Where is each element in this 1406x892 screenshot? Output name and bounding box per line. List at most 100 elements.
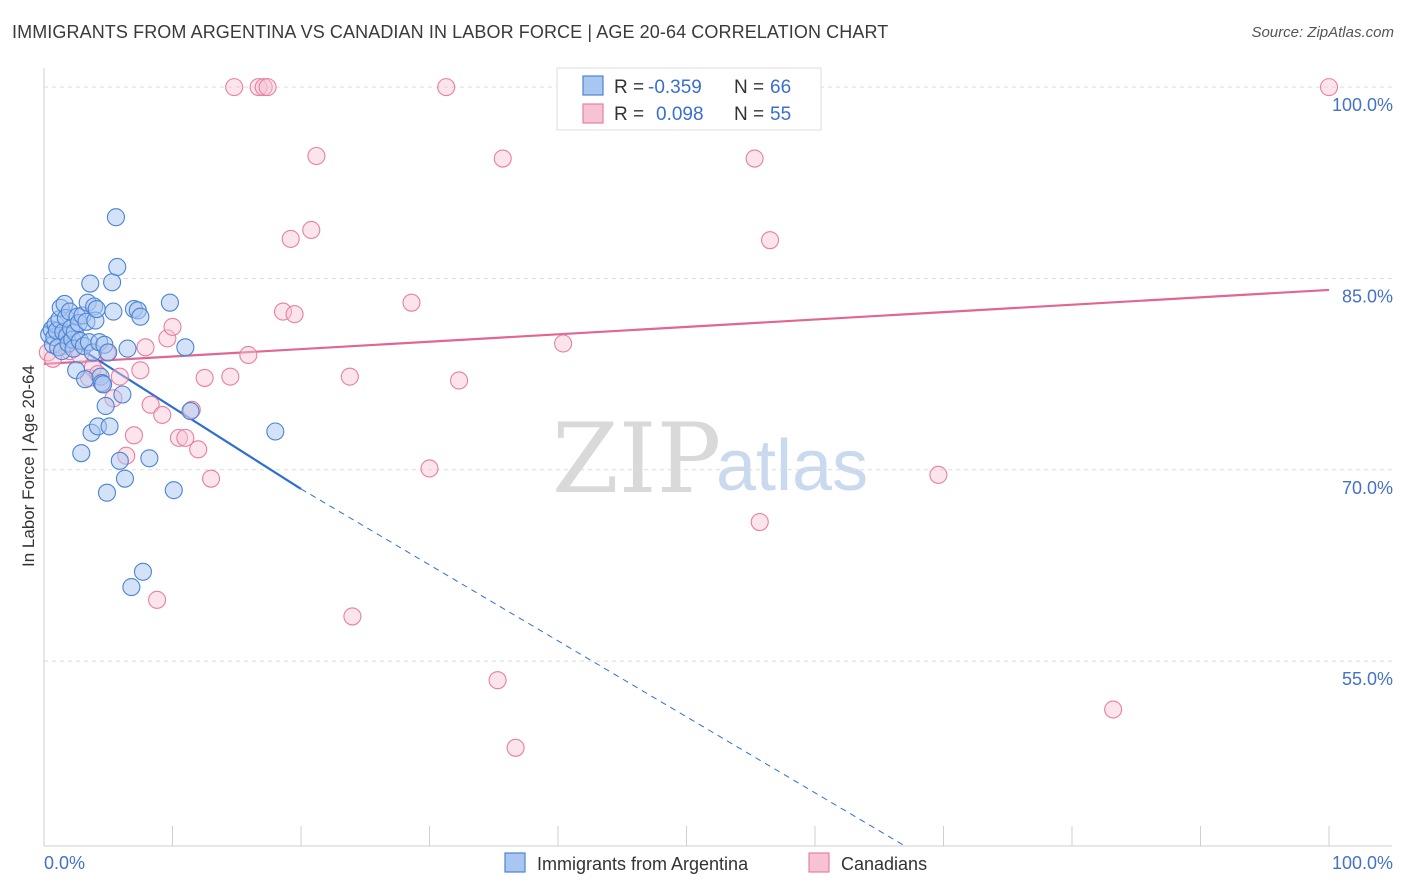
y-axis-label: In Labor Force | Age 20-64 xyxy=(19,365,38,567)
point-argentina xyxy=(122,578,141,597)
canadians-swatch xyxy=(582,103,604,124)
point-canadians xyxy=(437,78,456,97)
point-argentina xyxy=(99,343,118,362)
point-canadians xyxy=(506,738,525,757)
point-canadians xyxy=(450,371,469,390)
point-argentina xyxy=(110,451,129,470)
source-label: Source: ZipAtlas.com xyxy=(1251,24,1394,41)
point-canadians xyxy=(153,405,172,424)
point-argentina xyxy=(87,300,106,319)
legend-label-argentina: Immigrants from Argentina xyxy=(537,854,749,874)
point-canadians xyxy=(929,465,948,484)
watermark-atlas-text: atlas xyxy=(716,426,868,506)
watermark-zip-text: ZIP xyxy=(552,403,721,515)
series-legend: Immigrants from Argentina Canadians xyxy=(504,852,927,874)
y-tick-label: 100.0% xyxy=(1332,95,1393,115)
point-canadians xyxy=(281,229,300,248)
trend-line-canadians xyxy=(43,288,1330,365)
point-canadians xyxy=(760,231,780,250)
stats-legend: R = -0.359 N = 66 R = 0.098 N = 55 xyxy=(556,67,822,131)
point-canadians xyxy=(225,78,244,97)
point-canadians xyxy=(141,395,160,414)
x-tick-label: 100.0% xyxy=(1332,853,1393,873)
point-argentina xyxy=(140,449,159,468)
point-canadians xyxy=(302,220,321,240)
point-canadians xyxy=(745,149,764,168)
point-argentina xyxy=(176,338,195,357)
gridlines xyxy=(44,86,1392,662)
point-argentina xyxy=(97,483,117,502)
point-canadians xyxy=(307,146,326,166)
point-canadians xyxy=(195,368,214,387)
point-argentina xyxy=(131,307,150,326)
point-argentina xyxy=(72,444,91,463)
x-tick-label: 0.0% xyxy=(44,853,85,873)
point-canadians xyxy=(110,367,129,386)
point-canadians xyxy=(158,329,177,348)
point-argentina xyxy=(118,339,137,358)
axes xyxy=(43,68,1392,847)
point-argentina xyxy=(113,385,132,404)
point-canadians xyxy=(273,302,293,321)
legend-swatch-argentina xyxy=(504,852,526,873)
r-label-canadians: R = xyxy=(614,104,644,125)
point-canadians xyxy=(258,78,277,97)
point-canadians xyxy=(340,367,359,386)
r-value-canadians: 0.098 xyxy=(656,104,704,125)
trend-line-argentina-extension xyxy=(300,488,906,847)
point-argentina xyxy=(103,273,122,292)
y-tick-label: 85.0% xyxy=(1342,286,1393,306)
legend-swatch-canadians xyxy=(808,852,830,873)
point-canadians xyxy=(1104,700,1123,719)
n-label-canadians: N = xyxy=(734,104,764,125)
point-argentina xyxy=(96,396,115,416)
point-argentina xyxy=(181,402,200,421)
n-value-canadians: 55 xyxy=(770,104,791,125)
point-argentina xyxy=(164,481,183,500)
n-value-argentina: 66 xyxy=(770,77,791,98)
point-argentina xyxy=(266,422,285,441)
y-tick-label: 55.0% xyxy=(1342,669,1393,689)
data-points xyxy=(38,78,1339,757)
point-canadians xyxy=(420,459,439,478)
point-canadians xyxy=(402,293,421,312)
point-canadians xyxy=(239,345,258,365)
point-argentina xyxy=(133,562,152,581)
argentina-swatch xyxy=(582,75,604,96)
n-label-argentina: N = xyxy=(734,77,764,98)
point-canadians xyxy=(202,469,221,488)
point-canadians xyxy=(163,317,182,336)
point-argentina xyxy=(160,293,179,312)
point-canadians xyxy=(254,78,273,97)
point-argentina xyxy=(106,208,126,227)
point-canadians xyxy=(1319,78,1339,97)
point-argentina xyxy=(108,257,127,277)
chart-title: IMMIGRANTS FROM ARGENTINA VS CANADIAN IN… xyxy=(12,22,889,42)
point-canadians xyxy=(343,607,362,626)
point-canadians xyxy=(124,426,143,445)
point-argentina xyxy=(115,469,135,488)
point-canadians xyxy=(554,334,573,353)
point-canadians xyxy=(493,149,512,168)
point-argentina xyxy=(81,274,100,293)
point-argentina xyxy=(104,302,123,321)
y-tick-labels: 55.0% 70.0% 85.0% 100.0% xyxy=(1332,95,1393,689)
watermark: ZIP atlas xyxy=(552,403,868,515)
r-value-argentina: -0.359 xyxy=(648,77,702,98)
point-canadians xyxy=(148,590,167,609)
x-tick-labels: 0.0% 100.0% xyxy=(44,853,1393,873)
point-canadians xyxy=(136,338,155,357)
point-canadians xyxy=(488,671,507,690)
y-tick-label: 70.0% xyxy=(1342,478,1393,498)
r-label-argentina: R = xyxy=(614,77,644,98)
point-argentina xyxy=(100,417,119,436)
point-canadians xyxy=(285,305,304,324)
point-canadians xyxy=(169,428,188,447)
point-canadians xyxy=(221,367,240,386)
point-argentina xyxy=(76,370,95,389)
legend-label-canadians: Canadians xyxy=(841,854,927,874)
point-canadians xyxy=(750,512,769,532)
point-canadians xyxy=(176,428,195,447)
point-canadians xyxy=(189,440,208,459)
